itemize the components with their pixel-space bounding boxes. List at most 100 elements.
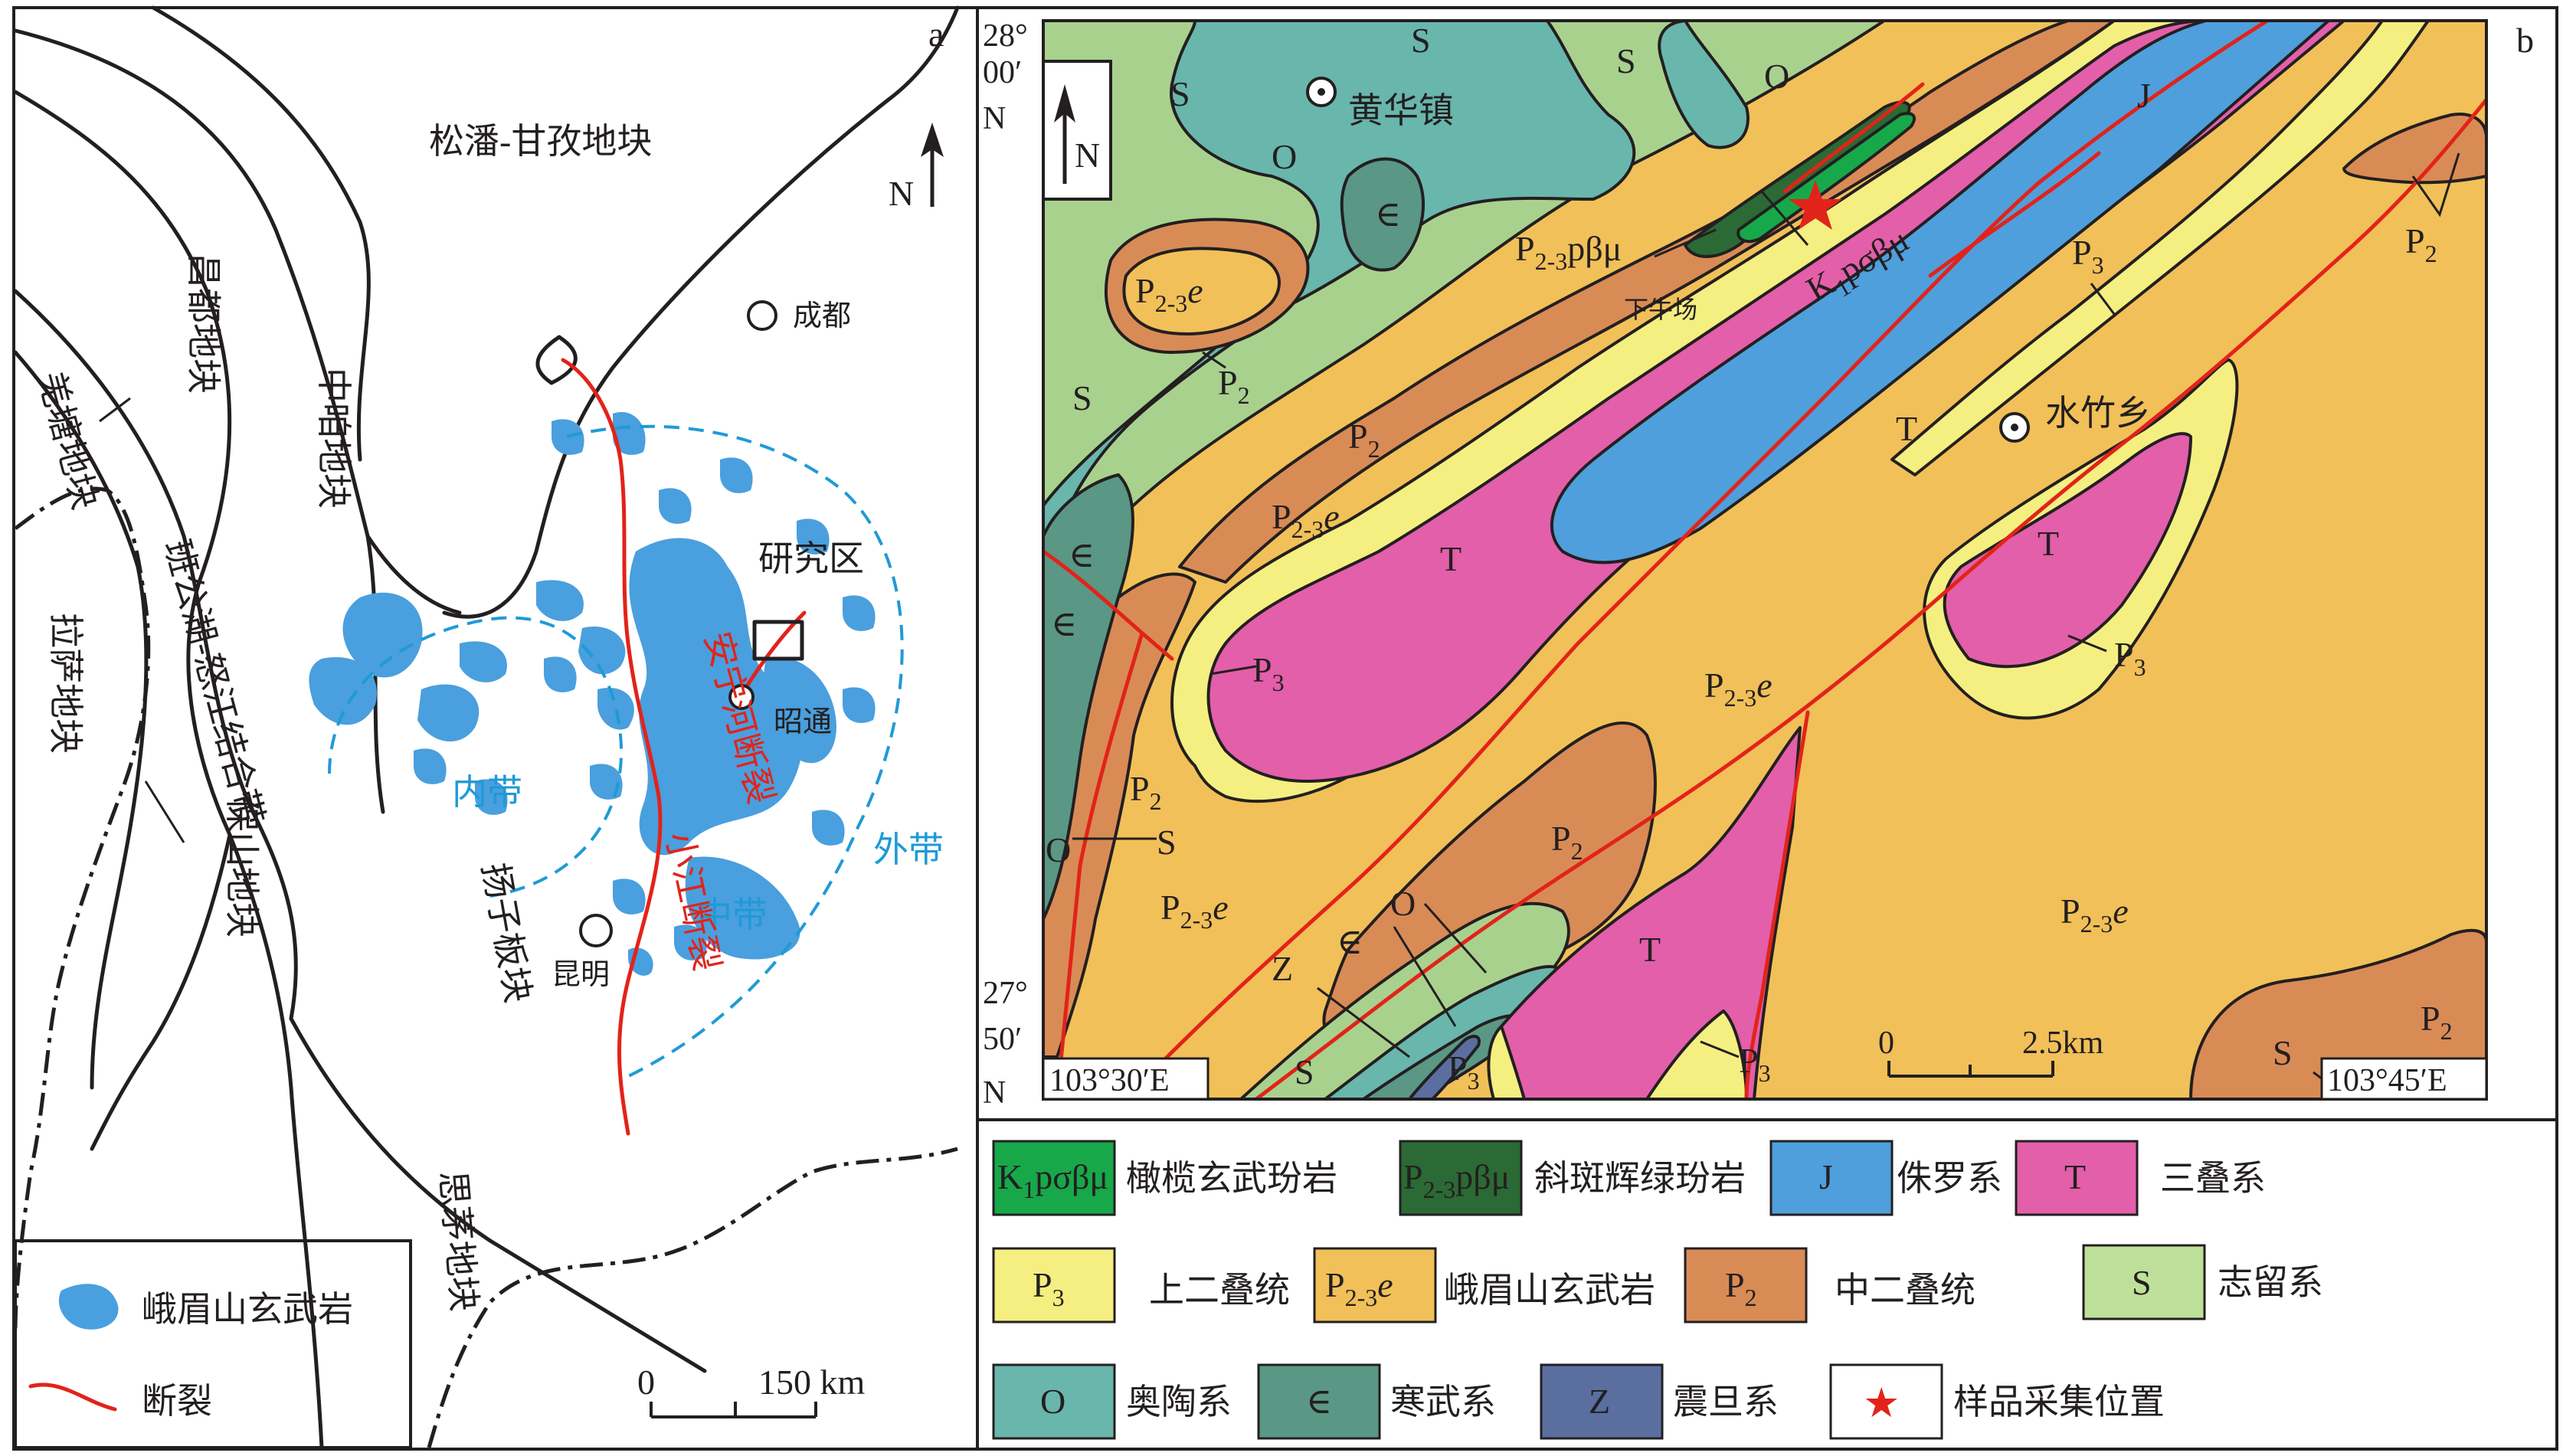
map-label-p2: P2	[2405, 221, 2437, 267]
block-boundary	[144, 780, 185, 843]
legend-item-z: Z 震旦系	[1540, 1363, 1779, 1440]
legend-item-t: T 三叠系	[2015, 1140, 2266, 1216]
legend-swatch-sample	[1829, 1363, 1943, 1440]
panel-b-north-box	[1042, 60, 1112, 201]
legend-item-cam: ∈ 寒武系	[1257, 1363, 1496, 1440]
fault-line	[1254, 97, 2486, 1099]
legend-item-j: J 侏罗系	[1769, 1140, 2002, 1216]
emeishan-basalt-area	[309, 412, 876, 976]
kunming-label: 昆明	[552, 959, 610, 991]
legend-label-p23e: 峨眉山玄武岩	[1444, 1271, 1655, 1310]
map-label-p3: P3	[2114, 635, 2146, 681]
map-label-s: S	[1157, 823, 1177, 862]
coord-top-lat-min: 00′	[983, 55, 1022, 90]
map-label-t: T	[2038, 524, 2059, 563]
map-label-o: O	[1390, 884, 1416, 923]
block-boundary	[365, 534, 462, 615]
legend-swatch-t	[2015, 1140, 2139, 1216]
national-border	[13, 486, 151, 1333]
map-label-s: S	[1170, 74, 1190, 113]
block-boundary	[151, 5, 371, 462]
unit-p2-bottom-right	[2189, 928, 2486, 1099]
fault-legend-icon	[28, 1382, 117, 1412]
north-label: N	[889, 174, 914, 213]
shuizhu-label: 水竹乡	[2045, 394, 2151, 433]
legend-item-sample: ★ 样品采集位置	[1829, 1363, 2165, 1440]
xianiuchang-label: 下牛场	[1624, 296, 1697, 323]
fault-line	[1744, 710, 1810, 1099]
panel-b-scale-bar	[1887, 1061, 2054, 1078]
map-label-p23e: P2-3e	[2061, 892, 2129, 937]
leader-line	[2067, 634, 2107, 653]
map-label-p23e: P2-3e	[1160, 888, 1229, 934]
basalt-legend-icon	[58, 1284, 119, 1330]
study-area-label: 研究区	[758, 539, 864, 578]
legend-swatch-cam	[1257, 1363, 1381, 1440]
map-label-s: S	[1411, 21, 1431, 60]
legend-code-j: J	[1819, 1157, 1833, 1196]
legend-swatch-p3	[992, 1247, 1116, 1323]
unit-p2-band	[1178, 21, 2116, 584]
lasa-block-label: 拉萨地块	[46, 613, 85, 754]
legend-code-s: S	[2132, 1263, 2152, 1302]
map-label-p23e: P2-3e	[1704, 666, 1772, 712]
map-label-p2: P2	[1348, 417, 1380, 463]
legend-item-k1: K1pσβμ 橄榄玄武玢岩	[992, 1140, 1337, 1216]
map-label-z: Z	[1272, 949, 1293, 988]
zhaotong-label: 昭通	[774, 706, 832, 738]
map-label-p3: P3	[1448, 1049, 1480, 1094]
sample-star-icon: ★	[1863, 1380, 1900, 1426]
legend-item-p2: P2 中二叠统	[1684, 1247, 1975, 1323]
legend-label-p23pbm: 斜斑辉绿玢岩	[1534, 1159, 1746, 1198]
legend-swatch-o	[992, 1363, 1116, 1440]
leader-line	[1423, 903, 1488, 973]
legend-label-j: 侏罗系	[1897, 1159, 2002, 1198]
panel-b-letter: b	[2516, 21, 2534, 60]
fault-line	[1928, 151, 2101, 278]
panel-b-map-frame	[1042, 19, 2488, 1101]
map-label-s: S	[2273, 1033, 2293, 1072]
fault-line	[1124, 21, 2270, 1099]
legend-swatch-p2	[1684, 1247, 1808, 1323]
huanghua-marker-dot	[1318, 88, 1325, 96]
legend-swatch-s	[2082, 1244, 2206, 1320]
legend-fault-label: 断裂	[142, 1382, 212, 1421]
block-boundary	[90, 833, 232, 1151]
qiangtang-block-label: 羌塘地块	[31, 367, 105, 513]
map-label-p2: P2	[1218, 363, 1250, 409]
map-label-p23e: P2-3e	[1135, 271, 1203, 317]
map-label-j: J	[2137, 76, 2151, 115]
north-arrow-icon	[921, 123, 944, 207]
scale-distance: 150 km	[758, 1363, 866, 1402]
legend-swatch-p23e	[1313, 1247, 1437, 1323]
yangzi-plate-label: 扬子板块	[475, 860, 538, 1006]
panel-b-geologic-map: N b 28° 00′ N 27° 50′ N 103°30′E 103°45′…	[977, 8, 2557, 1120]
map-label-p23e: P2-3e	[1272, 497, 1340, 543]
legend-label-sample: 样品采集位置	[1953, 1382, 2165, 1422]
panel-b-outer-frame	[976, 6, 2558, 1451]
legend-swatch-z	[1540, 1363, 1664, 1440]
leader-line	[1202, 351, 1226, 369]
coord-top-lat-hem: N	[983, 101, 1006, 136]
chengdu-marker	[747, 300, 777, 331]
map-label-s: S	[1072, 378, 1092, 417]
study-area-box	[752, 620, 804, 661]
legend-swatch-j	[1769, 1140, 1894, 1216]
fault-line	[1782, 82, 1925, 194]
national-border	[427, 1147, 958, 1448]
panel-a-tectonic-map: a	[12, 5, 979, 1451]
block-boundary	[289, 1016, 707, 1373]
legend-code-p23pbm: P2-3pβμ	[1403, 1157, 1510, 1203]
panel-b-scale-distance: 2.5km	[2022, 1026, 2104, 1061]
unit-t-lobe	[1943, 432, 2192, 669]
leader-line	[1760, 191, 1809, 246]
map-label-p3: P3	[1739, 1041, 1771, 1087]
block-boundary	[442, 5, 960, 619]
legend-swatch-k1	[992, 1140, 1116, 1216]
outer-zone-label: 外带	[873, 830, 944, 869]
map-label-t: T	[1440, 539, 1462, 578]
map-label-o: O	[1272, 137, 1297, 176]
map-label-cam: ∈	[1051, 604, 1077, 643]
legend-code-p3: P3	[1033, 1265, 1065, 1311]
